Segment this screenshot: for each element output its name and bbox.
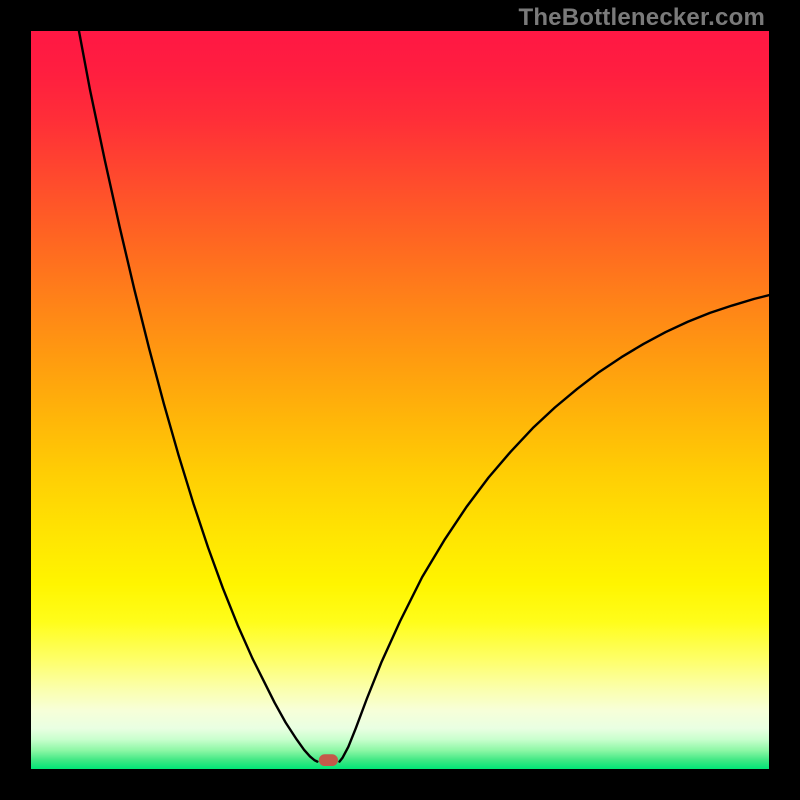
watermark-text: TheBottlenecker.com <box>518 4 765 32</box>
optimal-point-marker <box>319 754 338 766</box>
figure-container: TheBottlenecker.com <box>0 0 800 800</box>
chart-svg <box>31 31 769 769</box>
plot-area <box>31 31 769 769</box>
gradient-background <box>31 31 769 769</box>
